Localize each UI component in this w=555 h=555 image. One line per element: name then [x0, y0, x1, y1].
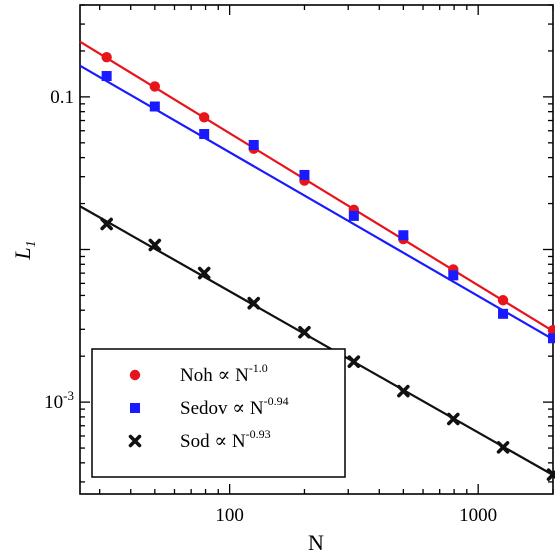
sedov-data-point	[101, 71, 112, 82]
sod-data-point	[247, 296, 261, 310]
sod-data-point	[496, 441, 510, 454]
sod-data-point	[397, 384, 410, 398]
sedov-data-point	[199, 129, 210, 140]
sod-data-point	[546, 468, 555, 481]
legend-entries: Noh ∝ N-1.0 Sedov ∝ N-0.94 Sod ∝ N-0.93	[128, 361, 289, 452]
sod-legend-label-exponent: -0.93	[246, 427, 271, 441]
sod-data-point	[347, 355, 361, 369]
minor-ticks	[80, 4, 554, 494]
sedov-data-point	[348, 210, 359, 221]
sod-data-point	[197, 266, 211, 280]
sedov-legend-label: Sedov ∝ N-0.94	[180, 394, 289, 419]
y-tick-label: 0.1	[50, 87, 74, 108]
y-tick-label-exponent: -3	[63, 388, 74, 403]
y-axis-label-subscript: 1	[24, 240, 39, 247]
sedov-data-point	[498, 308, 509, 319]
y-tick-label: 10-3	[44, 388, 74, 413]
noh-data-point	[547, 324, 555, 336]
tick-labels: 100 1000 0.1 10-3	[44, 87, 497, 526]
x-axis-label: N	[308, 530, 324, 555]
y-axis-label: L1	[10, 240, 39, 260]
sedov-data-point	[548, 333, 555, 344]
sod-legend-label-base: Sod ∝ N	[180, 431, 246, 452]
sod-data-point	[298, 325, 311, 339]
x-tick-label: 100	[215, 505, 244, 526]
sedov-data-point	[448, 270, 459, 281]
sedov-data-point	[398, 230, 409, 241]
sedov-legend-label-exponent: -0.94	[264, 394, 289, 408]
sedov-data-point	[299, 169, 310, 180]
noh-legend-marker	[129, 369, 141, 381]
y-tick-label-base: 10	[44, 392, 63, 413]
y-axis-label-main: L	[10, 247, 35, 260]
data-markers	[100, 51, 555, 481]
noh-legend-label-base: Noh ∝ N	[180, 365, 249, 386]
legend: Noh ∝ N-1.0 Sedov ∝ N-0.94 Sod ∝ N-0.93	[91, 348, 346, 478]
noh-data-point	[149, 81, 161, 92]
noh-legend-label: Noh ∝ N-1.0	[180, 361, 268, 386]
sod-data-point	[148, 238, 162, 252]
sedov-data-point	[149, 101, 160, 112]
noh-legend-label-exponent: -1.0	[249, 361, 268, 375]
x-tick-label: 1000	[459, 505, 497, 526]
major-ticks	[80, 5, 553, 494]
sod-data-point	[100, 217, 113, 231]
sedov-legend-label-base: Sedov ∝ N	[180, 398, 264, 419]
sod-legend-marker	[128, 434, 142, 448]
sedov-legend-marker	[130, 403, 140, 413]
noh-fit-line	[79, 40, 554, 333]
noh-data-point	[101, 51, 112, 63]
noh-data-point	[497, 295, 509, 306]
sod-data-point	[446, 412, 460, 426]
noh-data-point	[198, 112, 210, 123]
sedov-data-point	[248, 139, 259, 150]
sod-legend-label: Sod ∝ N-0.93	[180, 427, 271, 452]
